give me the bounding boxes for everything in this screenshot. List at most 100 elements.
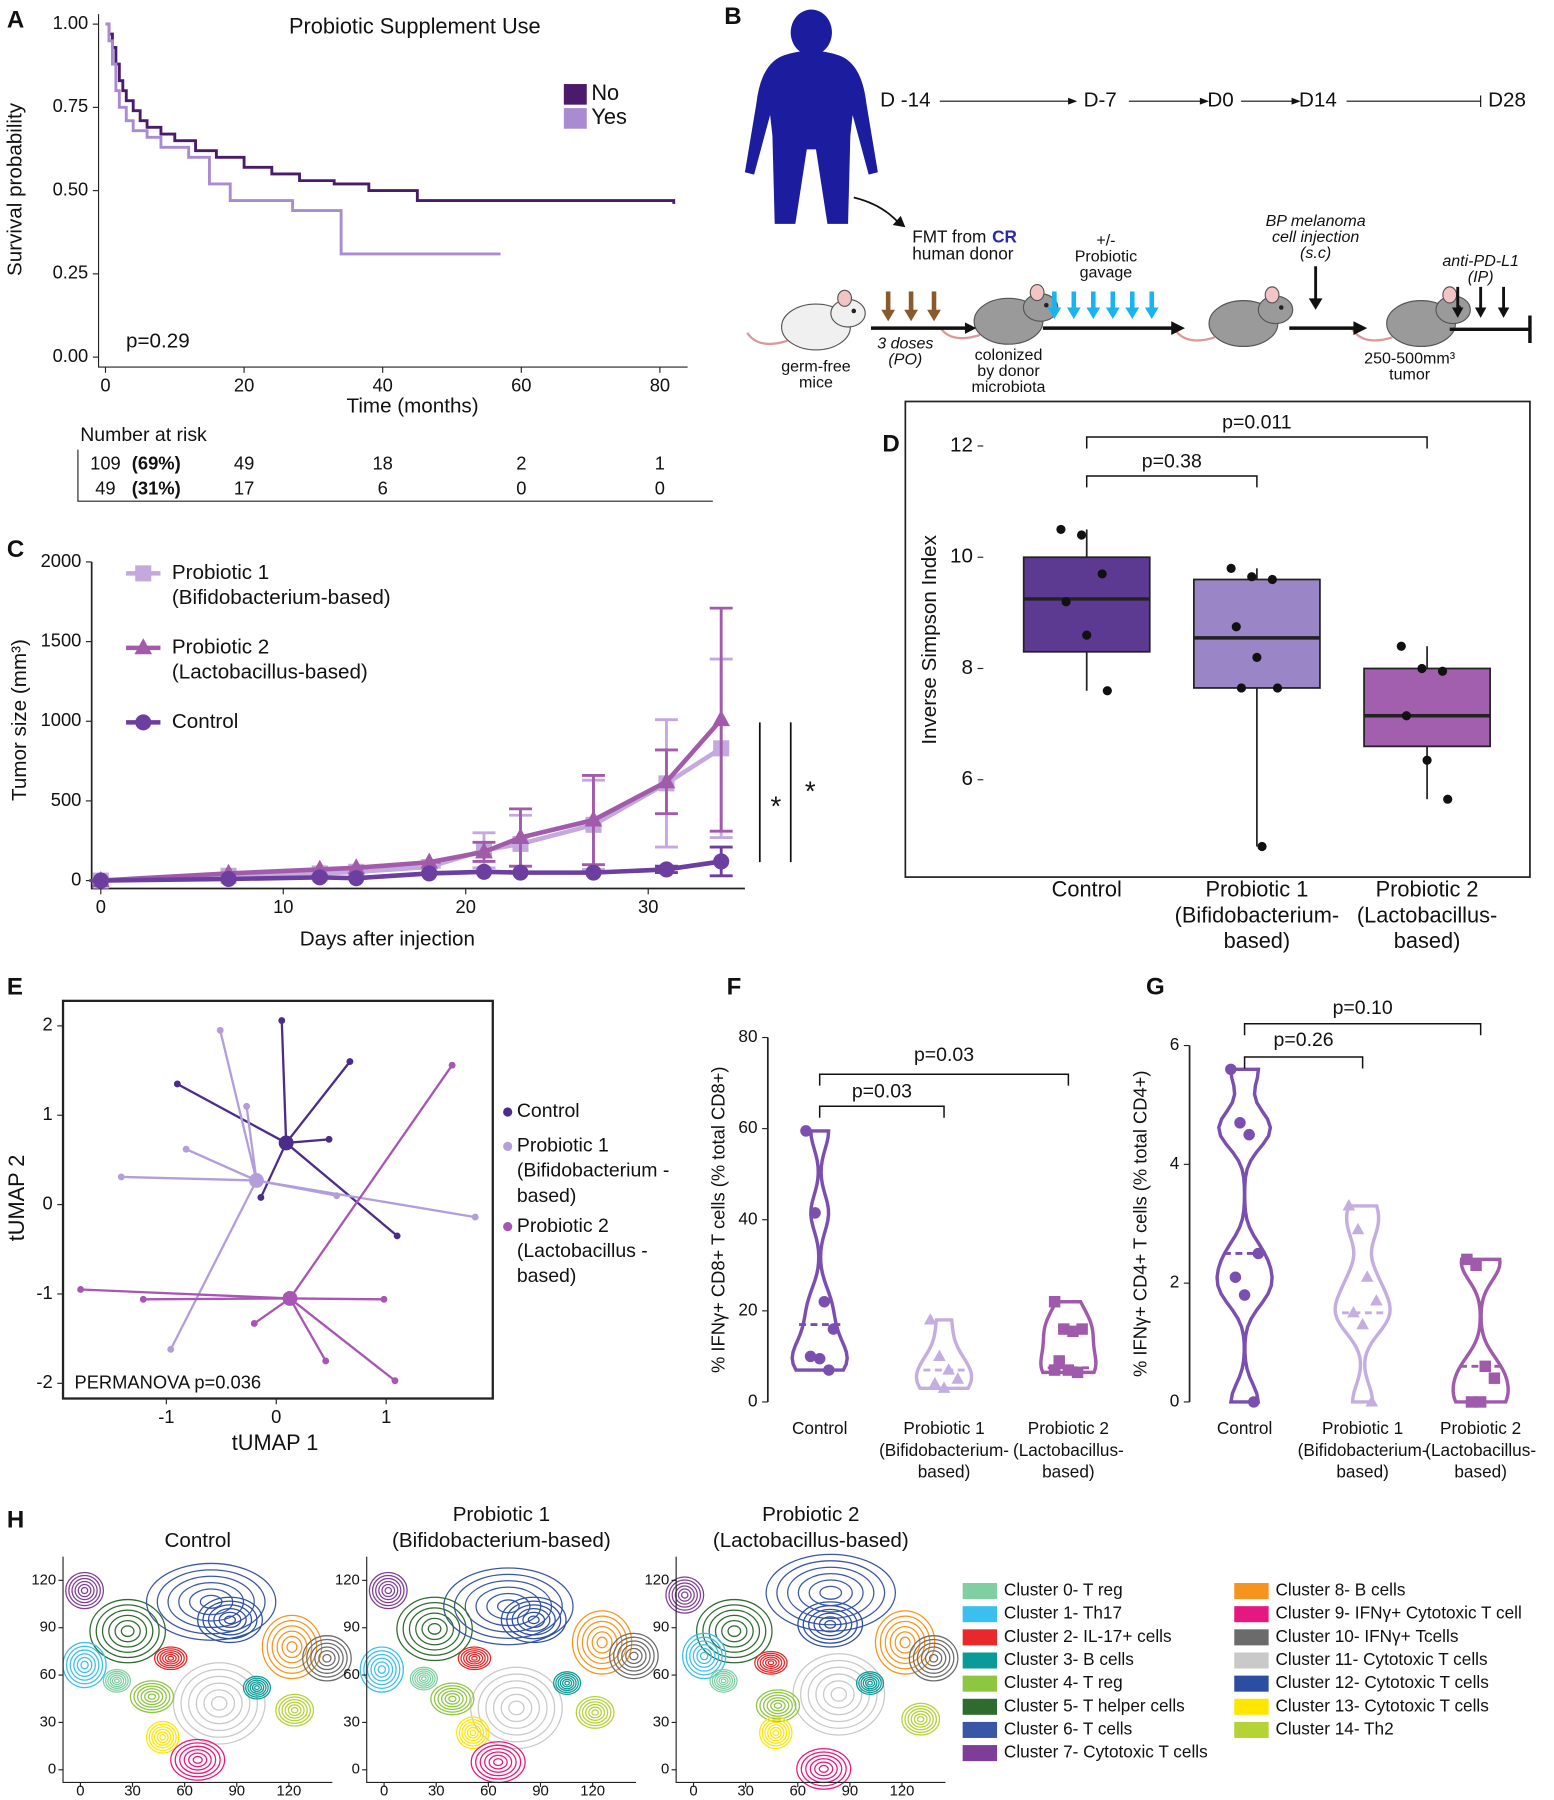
contour <box>402 1601 467 1656</box>
point <box>1437 666 1448 676</box>
point <box>1342 1199 1356 1211</box>
point <box>800 1125 812 1137</box>
x-tick-label: (Bifidobacterium- <box>879 1440 1009 1460</box>
contour <box>696 1647 712 1665</box>
contour <box>373 1661 390 1678</box>
legend-swatch <box>962 1606 998 1623</box>
contour <box>665 1576 705 1614</box>
x-tick-label: 120 <box>580 1784 605 1800</box>
point <box>173 1080 181 1088</box>
violin <box>790 1129 849 1372</box>
contour <box>80 1660 89 1670</box>
legend-swatch <box>962 1698 998 1715</box>
contour <box>378 1580 399 1601</box>
contour <box>290 1706 299 1714</box>
contour <box>907 1708 934 1731</box>
contour <box>796 1747 852 1790</box>
point <box>182 1145 190 1153</box>
contour <box>808 1608 853 1641</box>
panel-label: A <box>7 6 24 33</box>
x-tick-label: 0 <box>96 896 106 917</box>
point <box>1238 1289 1251 1301</box>
centroid <box>282 1290 298 1306</box>
legend-marker <box>503 1107 513 1117</box>
contour <box>681 1632 727 1680</box>
donor-label: FMT from CR <box>912 226 1017 246</box>
contour <box>408 1607 461 1651</box>
contour <box>692 1644 716 1668</box>
point <box>243 1102 251 1110</box>
legend-description: (Bifidobacterium-based) <box>172 586 391 609</box>
spoke <box>285 1142 398 1237</box>
arrow-head <box>1125 307 1140 319</box>
spoke <box>280 1020 288 1143</box>
y-tick-label: 0 <box>71 868 81 889</box>
y-tick-label: 1500 <box>41 629 82 650</box>
contour <box>114 1678 120 1684</box>
contour <box>470 1741 526 1784</box>
contour <box>759 1691 797 1720</box>
contour <box>864 1678 876 1688</box>
contour <box>727 1625 742 1638</box>
contour <box>448 1695 457 1703</box>
point <box>1048 1296 1061 1308</box>
diagram-label: 3 doses <box>877 334 933 352</box>
x-tick-label: (Bifidobacterium- <box>1175 902 1340 927</box>
point <box>512 864 529 881</box>
mouse-eye <box>1278 305 1284 310</box>
contour <box>368 1571 408 1610</box>
contour <box>62 1641 107 1689</box>
y-tick-label: 0 <box>48 1762 56 1778</box>
contour <box>381 1583 396 1598</box>
contour <box>322 1653 332 1663</box>
contour <box>101 1609 154 1653</box>
contour <box>867 1680 873 1686</box>
legend-label: Probiotic 1 <box>172 561 269 584</box>
legend-marker <box>503 1222 513 1232</box>
contour <box>884 1620 926 1665</box>
point <box>1356 1317 1369 1330</box>
contour <box>458 1718 487 1747</box>
panel-label: G <box>1146 974 1165 1001</box>
point <box>471 1213 479 1221</box>
contour <box>359 1646 404 1693</box>
contour <box>247 1679 267 1696</box>
contour <box>477 1673 556 1743</box>
panel-label: H <box>7 1507 24 1534</box>
contour <box>761 1718 790 1747</box>
risk-frame <box>77 449 713 502</box>
contour <box>471 1655 478 1661</box>
x-axis-label: tUMAP 1 <box>232 1430 319 1455</box>
point <box>216 1026 224 1034</box>
contour <box>756 1652 786 1673</box>
x-tick-label: 30 <box>428 1784 445 1800</box>
x-tick-label: 80 <box>650 374 670 395</box>
risk-title: Number at risk <box>80 424 207 446</box>
point <box>117 1173 125 1181</box>
x-axis-label: Time (months) <box>347 395 479 418</box>
contour <box>767 1724 785 1742</box>
legend-swatch <box>1234 1675 1269 1692</box>
contour <box>815 1673 863 1716</box>
y-tick-label: 500 <box>51 789 82 810</box>
spoke <box>80 1288 291 1300</box>
panel-title: Probiotic 2 <box>762 1503 859 1526</box>
point <box>1370 1294 1383 1306</box>
contour <box>68 1574 101 1607</box>
y-tick-label: 60 <box>738 1117 757 1137</box>
y-tick-label: 2 <box>43 1014 53 1035</box>
contour <box>133 1682 171 1711</box>
timeline-label: D28 <box>1488 89 1526 112</box>
legend-label: Cluster 14- Th2 <box>1276 1718 1394 1738</box>
contour <box>874 1610 936 1675</box>
contour <box>762 1656 780 1670</box>
legend-marker <box>135 714 152 731</box>
point <box>1488 1372 1501 1384</box>
contour <box>463 1650 486 1667</box>
legend-label: No <box>591 80 619 105</box>
contour <box>302 1635 352 1682</box>
contour <box>591 1709 599 1716</box>
frame <box>904 400 1531 878</box>
x-tick-label: Control <box>792 1418 847 1438</box>
